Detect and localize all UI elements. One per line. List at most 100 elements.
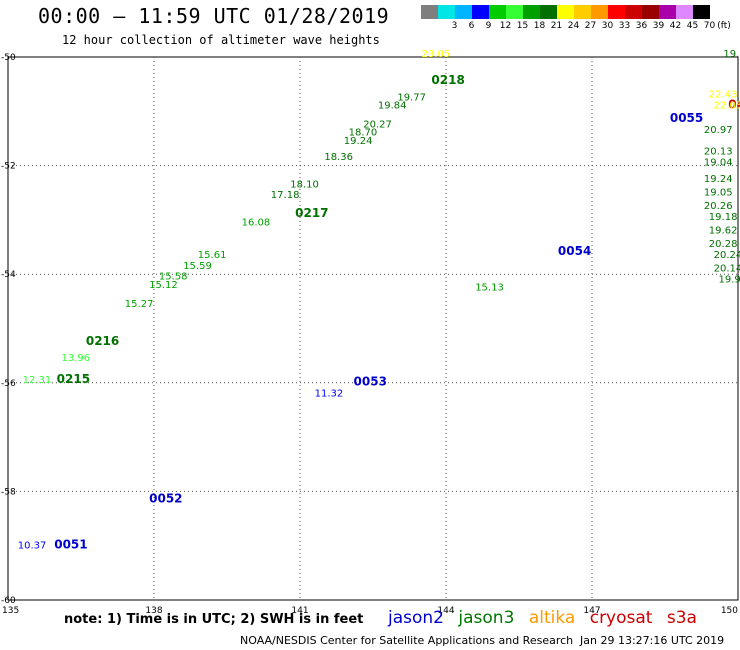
footer-note: note: 1) Time is in UTC; 2) SWH is in fe… bbox=[64, 612, 364, 627]
scale-label: 36 bbox=[635, 21, 648, 31]
swh-label: 19.84 bbox=[378, 101, 407, 112]
scale-label: 70 bbox=[703, 21, 716, 31]
swh-label: 18.70 bbox=[349, 128, 378, 139]
swh-label: 13.96 bbox=[62, 353, 91, 364]
satellite-legend: jason2 jason3 altika cryosat s3a bbox=[388, 608, 706, 628]
swh-label: 15.12 bbox=[149, 280, 178, 291]
swh-label: 18.10 bbox=[290, 179, 319, 190]
scale-swatch bbox=[625, 5, 642, 19]
scale-swatch bbox=[574, 5, 591, 19]
map-subtitle: 12 hour collection of altimeter wave hei… bbox=[62, 33, 380, 47]
timestamp-text: Jan 29 13:27:16 UTC 2019 bbox=[580, 634, 725, 647]
scale-label: 27 bbox=[584, 21, 597, 31]
swh-label: 20.13 bbox=[704, 147, 733, 158]
scale-label: 24 bbox=[567, 21, 580, 31]
pass-label: 0055 bbox=[670, 111, 703, 125]
swh-label: 22.05 bbox=[714, 101, 740, 112]
swh-label: 20.28 bbox=[709, 239, 738, 250]
scale-swatch bbox=[642, 5, 659, 19]
swh-label: 19.52 bbox=[723, 49, 740, 60]
y-tick-label: -58 bbox=[1, 487, 16, 497]
swh-label: 12.31 bbox=[23, 375, 52, 386]
scale-swatch bbox=[523, 5, 540, 19]
pass-label: 0052 bbox=[149, 491, 182, 505]
swh-label: 11.32 bbox=[315, 388, 344, 399]
swh-label: 17.18 bbox=[271, 190, 300, 201]
scale-swatch bbox=[676, 5, 693, 19]
pass-label: 0054 bbox=[558, 244, 591, 258]
scale-swatch bbox=[472, 5, 489, 19]
x-tick-label: 141 bbox=[291, 606, 308, 616]
swh-label: 19.04 bbox=[704, 158, 733, 169]
footer-credit: NOAA/NESDIS Center for Satellite Applica… bbox=[240, 634, 724, 647]
pass-label: 0218 bbox=[431, 73, 464, 87]
swh-label: 15.59 bbox=[183, 261, 212, 272]
swh-label: 15.13 bbox=[475, 282, 504, 293]
credit-text: NOAA/NESDIS Center for Satellite Applica… bbox=[240, 634, 574, 647]
pass-label: 0217 bbox=[295, 206, 328, 220]
scale-label: 12 bbox=[499, 21, 512, 31]
swh-label: 19.77 bbox=[397, 92, 426, 103]
scale-swatch bbox=[693, 5, 710, 19]
scale-swatch bbox=[557, 5, 574, 19]
satellite-s3a: s3a bbox=[666, 608, 697, 628]
y-tick-label: -54 bbox=[1, 270, 16, 280]
scale-label: 6 bbox=[468, 21, 475, 31]
swh-label: 19.62 bbox=[709, 225, 738, 236]
pass-label: 0216 bbox=[86, 334, 119, 348]
scale-swatch bbox=[506, 5, 523, 19]
x-tick-label: 144 bbox=[437, 606, 454, 616]
satellite-altika: altika bbox=[528, 608, 576, 628]
scale-swatch bbox=[608, 5, 625, 19]
scale-swatch bbox=[659, 5, 676, 19]
scale-label: 18 bbox=[533, 21, 546, 31]
swh-label: 19.18 bbox=[709, 212, 738, 223]
scale-swatch bbox=[455, 5, 472, 19]
x-tick-label: 138 bbox=[145, 606, 162, 616]
x-tick-label: 150 bbox=[721, 606, 738, 616]
scale-swatch bbox=[540, 5, 557, 19]
scale-unit-label: (ft) bbox=[717, 21, 731, 31]
swh-label: 19.24 bbox=[344, 136, 373, 147]
swh-label: 20.26 bbox=[704, 201, 733, 212]
swh-label: 20.27 bbox=[363, 120, 392, 131]
scale-swatch bbox=[591, 5, 608, 19]
scale-label: 45 bbox=[686, 21, 699, 31]
satellite-cryosat: cryosat bbox=[589, 608, 653, 628]
swh-label: 19.05 bbox=[704, 187, 733, 198]
swh-label: 19.24 bbox=[704, 174, 733, 185]
swh-label: 20.24 bbox=[714, 250, 740, 261]
pass-label: 04 bbox=[728, 98, 740, 112]
y-tick-label: -60 bbox=[1, 596, 16, 606]
satellite-jason2: jason2 bbox=[388, 608, 444, 628]
swh-label: 22.43 bbox=[709, 90, 738, 101]
y-tick-label: -56 bbox=[1, 379, 16, 389]
swh-label: 10.37 bbox=[18, 540, 47, 551]
swh-label: 15.27 bbox=[125, 299, 154, 310]
swh-label: 20.14 bbox=[714, 263, 740, 274]
pass-label: 0215 bbox=[57, 372, 90, 386]
swh-label: 15.58 bbox=[159, 272, 188, 283]
scale-swatch bbox=[421, 5, 438, 19]
scale-swatch bbox=[438, 5, 455, 19]
pass-label: 0051 bbox=[54, 537, 87, 551]
scale-label: 9 bbox=[485, 21, 492, 31]
swh-label: 20.97 bbox=[704, 125, 733, 136]
swh-label: 19.91 bbox=[719, 274, 740, 285]
satellite-jason3: jason3 bbox=[458, 608, 515, 628]
map-title: 00:00 – 11:59 UTC 01/28/2019 bbox=[38, 4, 390, 28]
swh-label: 16.08 bbox=[242, 217, 271, 228]
swh-label: 23.05 bbox=[422, 49, 451, 60]
scale-swatch bbox=[489, 5, 506, 19]
x-tick-label: 147 bbox=[583, 606, 600, 616]
swh-label: 18.36 bbox=[324, 152, 353, 163]
y-tick-label: -50 bbox=[1, 53, 16, 63]
scale-label: 42 bbox=[669, 21, 682, 31]
map-frame bbox=[7, 56, 739, 601]
pass-label: 0053 bbox=[354, 375, 387, 389]
scale-label: 21 bbox=[550, 21, 563, 31]
scale-label: 15 bbox=[516, 21, 529, 31]
x-tick-label: 135 bbox=[2, 606, 19, 616]
scale-label: 33 bbox=[618, 21, 631, 31]
